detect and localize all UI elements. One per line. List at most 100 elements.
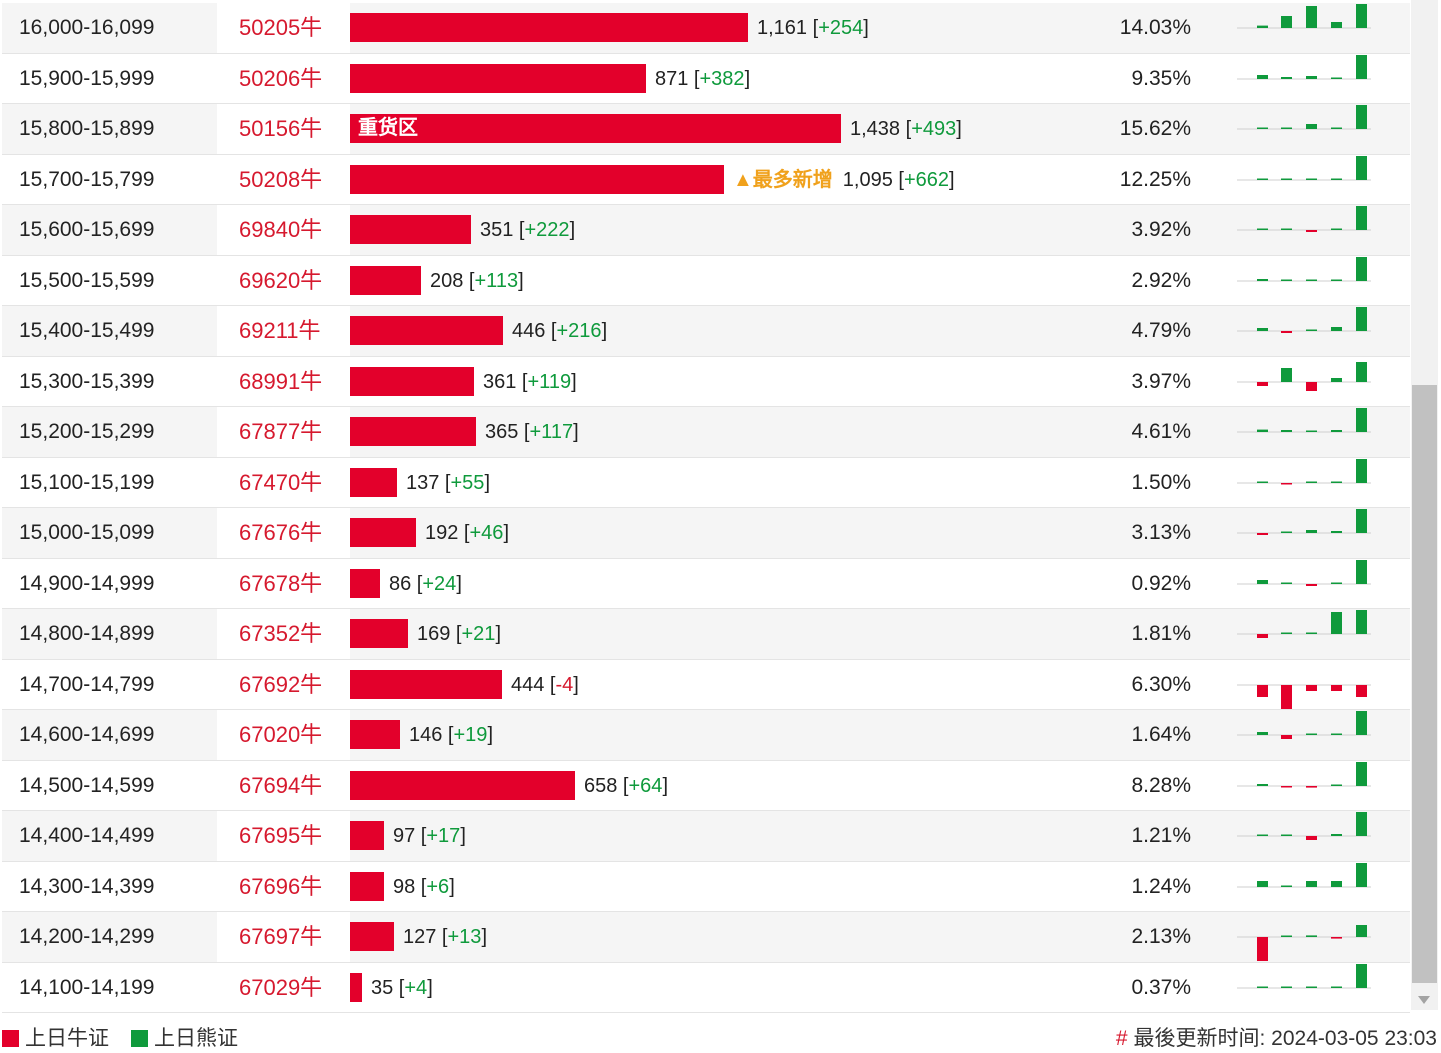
sparkline-bar <box>1306 230 1317 232</box>
percentage: 1.81% <box>1131 622 1191 645</box>
scrollbar-thumb[interactable] <box>1412 385 1437 983</box>
percentage: 2.13% <box>1131 925 1191 948</box>
sparkline-bar <box>1356 155 1367 180</box>
bar-label: 351 [+222] <box>480 219 576 241</box>
trend-sparkline <box>1237 684 1371 709</box>
table-row: 14,500-14,599 67694牛 658 [+64] 8.28% <box>2 761 1410 811</box>
code-cell: 67695牛 <box>217 811 350 861</box>
code-cell: 67694牛 <box>217 761 350 811</box>
warrant-code-link[interactable]: 67877牛 <box>239 419 323 444</box>
sparkline-bar <box>1331 77 1342 79</box>
sparkline-bar <box>1281 430 1292 432</box>
sparkline-bar <box>1306 836 1317 840</box>
warrant-code-link[interactable]: 67029牛 <box>239 974 323 1000</box>
sparkline-bar <box>1281 228 1292 230</box>
trend-sparkline <box>1237 610 1371 638</box>
quantity-value: 1,438 <box>850 118 901 140</box>
warrant-code-link[interactable]: 68991牛 <box>239 368 323 394</box>
quantity-bar <box>350 518 416 547</box>
sparkline-bar <box>1306 880 1317 887</box>
table-row: 14,200-14,299 67697牛 127 [+13] 2.13% <box>2 912 1410 963</box>
sparkline-bar <box>1281 632 1292 634</box>
sparkline-bar <box>1331 880 1342 887</box>
quantity-value: 365 <box>485 421 519 443</box>
warrant-code-link[interactable]: 67694牛 <box>239 772 323 798</box>
warrant-code-link[interactable]: 69620牛 <box>239 267 323 293</box>
quantity-value: 169 <box>417 623 451 645</box>
sparkline-bar <box>1281 885 1292 887</box>
sparkline-bar <box>1331 733 1342 735</box>
sparkline-bar <box>1356 559 1367 584</box>
warrant-code-link[interactable]: 67678牛 <box>239 570 323 596</box>
scroll-down-arrow-icon[interactable] <box>1418 996 1430 1004</box>
trend-sparkline <box>1237 105 1371 130</box>
sparkline-bar <box>1331 178 1342 180</box>
quantity-value: 351 <box>480 219 514 241</box>
warrant-code-link[interactable]: 50156牛 <box>239 116 323 141</box>
price-range: 14,800-14,899 <box>19 622 155 645</box>
price-range: 16,000-16,099 <box>19 16 155 39</box>
table-row: 14,900-14,999 67678牛 86 [+24] 0.92% <box>2 559 1410 609</box>
sparkline-bar <box>1281 735 1292 739</box>
quantity-value: 871 <box>655 67 689 90</box>
sparkline-bar <box>1356 256 1367 281</box>
trend-sparkline <box>1237 307 1371 333</box>
sparkline-bar <box>1306 935 1317 937</box>
cbbc-distribution-table: 16,000-16,099 50205牛 1,161 [+254] 14.03% 15,… <box>2 3 1410 1013</box>
trend-sparkline <box>1237 155 1371 180</box>
percentage: 1.24% <box>1131 874 1191 898</box>
quantity-bar: 重货区 <box>350 114 841 143</box>
quantity-value: 35 <box>371 976 394 999</box>
sparkline-bar <box>1306 684 1317 691</box>
bar-label: 365 [+117] <box>485 421 579 443</box>
vertical-scrollbar[interactable] <box>1411 0 1438 1010</box>
warrant-code-link[interactable]: 67020牛 <box>239 722 323 747</box>
sparkline-bar <box>1356 307 1367 331</box>
percentage: 3.97% <box>1131 369 1191 393</box>
bar-label: 871 [+382] <box>655 67 751 90</box>
price-range: 14,300-14,399 <box>19 874 155 898</box>
sparkline-bar <box>1356 458 1367 483</box>
sparkline-bar <box>1306 75 1317 79</box>
sparkline-bar <box>1281 986 1292 988</box>
price-range: 15,600-15,699 <box>19 218 155 241</box>
quantity-change: +117 <box>529 421 574 443</box>
code-cell: 67877牛 <box>217 407 350 457</box>
bar-label: 86 [+24] <box>389 572 462 595</box>
warrant-code-link[interactable]: 67697牛 <box>239 924 323 949</box>
code-cell: 67696牛 <box>217 862 350 912</box>
legend-bear: 上日熊证 <box>131 1024 238 1053</box>
warrant-code-link[interactable]: 67696牛 <box>239 873 323 899</box>
heavy-zone-label: 重货区 <box>358 117 418 139</box>
warrant-code-link[interactable]: 69211牛 <box>239 318 321 343</box>
quantity-change: +222 <box>524 219 570 241</box>
quantity-change: +119 <box>527 370 572 393</box>
most-added-tag: ▲最多新增 <box>733 168 833 191</box>
trend-sparkline <box>1237 925 1371 961</box>
warrant-code-link[interactable]: 67470牛 <box>239 469 323 495</box>
percentage: 0.92% <box>1131 571 1191 595</box>
sparkline-bar <box>1331 531 1342 533</box>
code-cell: 67692牛 <box>217 660 350 710</box>
warrant-code-link[interactable]: 67692牛 <box>239 671 323 697</box>
sparkline-bar <box>1257 328 1268 331</box>
sparkline-bar <box>1331 22 1342 28</box>
warrant-code-link[interactable]: 67676牛 <box>239 520 323 545</box>
warrant-code-link[interactable]: 50206牛 <box>239 65 323 91</box>
warrant-code-link[interactable]: 50205牛 <box>239 15 323 40</box>
sparkline-bar <box>1281 331 1292 333</box>
sparkline-bar <box>1257 178 1268 180</box>
price-range: 15,700-15,799 <box>19 167 155 191</box>
trend-sparkline <box>1237 812 1371 840</box>
quantity-change: +24 <box>422 572 457 595</box>
sparkline-bar <box>1356 684 1367 697</box>
table-row: 15,400-15,499 69211牛 446 [+216] 4.79% <box>2 306 1410 357</box>
table-row: 14,800-14,899 67352牛 169 [+21] 1.81% <box>2 609 1410 660</box>
warrant-code-link[interactable]: 50208牛 <box>239 166 323 192</box>
warrant-code-link[interactable]: 67352牛 <box>239 621 323 646</box>
sparkline-bar <box>1257 228 1268 230</box>
warrant-code-link[interactable]: 67695牛 <box>239 823 323 848</box>
sparkline-bar <box>1306 6 1317 28</box>
sparkline-bar <box>1331 937 1342 939</box>
warrant-code-link[interactable]: 69840牛 <box>239 217 323 242</box>
